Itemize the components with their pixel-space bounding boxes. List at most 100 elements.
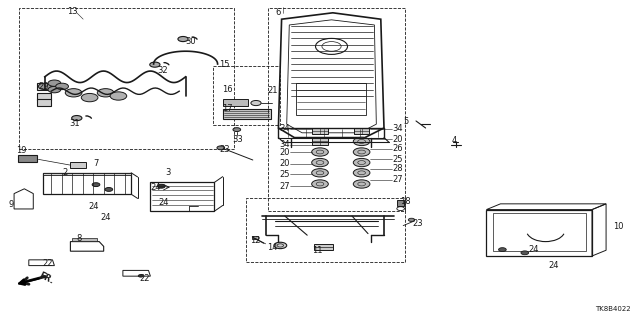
Circle shape <box>312 148 328 156</box>
Text: 27: 27 <box>392 175 403 184</box>
Text: 31: 31 <box>69 119 80 128</box>
Text: 17: 17 <box>222 104 233 113</box>
Text: 16: 16 <box>222 85 233 94</box>
Text: 18: 18 <box>400 197 411 206</box>
Circle shape <box>353 148 370 156</box>
Circle shape <box>312 169 328 177</box>
Circle shape <box>92 183 100 187</box>
Text: 34: 34 <box>279 124 290 133</box>
Circle shape <box>38 83 51 90</box>
Circle shape <box>521 251 529 255</box>
Circle shape <box>138 275 143 277</box>
Circle shape <box>48 80 61 86</box>
Circle shape <box>353 169 370 177</box>
Text: 2: 2 <box>63 168 68 177</box>
Text: 32: 32 <box>157 66 168 75</box>
Circle shape <box>97 89 114 97</box>
Circle shape <box>274 242 287 249</box>
Bar <box>354 128 369 134</box>
Bar <box>312 138 328 145</box>
Bar <box>72 238 97 241</box>
Circle shape <box>499 248 506 252</box>
Text: 9: 9 <box>8 200 13 209</box>
Bar <box>213 66 280 125</box>
Text: 25: 25 <box>392 155 403 164</box>
Text: 6: 6 <box>275 8 280 17</box>
Text: 20: 20 <box>392 135 403 144</box>
Text: 24: 24 <box>88 202 99 211</box>
Circle shape <box>48 86 61 93</box>
Circle shape <box>251 100 261 106</box>
Circle shape <box>217 146 225 150</box>
Text: 24: 24 <box>150 183 161 192</box>
Circle shape <box>233 128 241 132</box>
Text: 22: 22 <box>43 260 53 268</box>
Bar <box>296 83 366 115</box>
Bar <box>19 8 234 149</box>
Bar <box>312 128 328 134</box>
Text: 15: 15 <box>219 60 229 68</box>
Circle shape <box>312 180 328 188</box>
Circle shape <box>150 62 160 67</box>
Circle shape <box>105 188 113 191</box>
Circle shape <box>408 218 415 221</box>
Text: 29: 29 <box>38 82 49 91</box>
Text: 24: 24 <box>158 198 168 207</box>
Bar <box>37 83 51 90</box>
Text: 23: 23 <box>413 219 424 228</box>
Text: 28: 28 <box>392 164 403 173</box>
Circle shape <box>65 89 82 97</box>
Text: 14: 14 <box>268 243 278 252</box>
Text: 20: 20 <box>280 148 290 157</box>
Text: 21: 21 <box>268 86 278 95</box>
Text: 7: 7 <box>93 159 98 168</box>
Text: TK8B4022: TK8B4022 <box>595 306 630 312</box>
Circle shape <box>353 137 370 146</box>
Text: 27: 27 <box>279 182 290 191</box>
Bar <box>246 198 405 262</box>
Text: 8: 8 <box>77 234 82 243</box>
Bar <box>18 155 37 162</box>
Bar <box>37 93 51 100</box>
Bar <box>314 244 333 250</box>
Text: 33: 33 <box>232 135 243 144</box>
Text: 25: 25 <box>280 170 290 179</box>
Text: 26: 26 <box>392 144 403 153</box>
Bar <box>43 173 131 175</box>
Circle shape <box>81 93 98 102</box>
Text: 20: 20 <box>280 159 290 168</box>
Circle shape <box>353 180 370 188</box>
Text: 24: 24 <box>100 213 111 222</box>
Text: 11: 11 <box>312 246 322 255</box>
Text: 22: 22 <box>140 274 150 283</box>
Text: 34: 34 <box>392 124 403 133</box>
Text: 13: 13 <box>67 7 78 16</box>
Text: 12: 12 <box>250 236 260 245</box>
Bar <box>486 210 592 256</box>
Text: 10: 10 <box>613 222 623 231</box>
Circle shape <box>312 158 328 167</box>
Circle shape <box>353 158 370 167</box>
Bar <box>397 200 404 206</box>
Circle shape <box>110 92 127 100</box>
Bar <box>493 213 586 251</box>
Circle shape <box>157 184 165 188</box>
Text: 5: 5 <box>403 117 408 126</box>
Circle shape <box>56 83 68 90</box>
Circle shape <box>72 116 82 121</box>
Bar <box>223 99 248 106</box>
Text: 34: 34 <box>279 140 290 149</box>
Text: 30: 30 <box>186 37 196 46</box>
Text: 24: 24 <box>528 245 538 254</box>
Text: 24: 24 <box>548 261 559 270</box>
Circle shape <box>178 36 188 42</box>
Bar <box>37 99 51 106</box>
Text: 19: 19 <box>16 146 26 155</box>
Text: 23: 23 <box>220 145 230 154</box>
Text: 4: 4 <box>451 136 456 145</box>
Text: 3: 3 <box>165 168 170 177</box>
Bar <box>252 236 258 239</box>
Bar <box>223 109 271 119</box>
Bar <box>70 162 86 168</box>
Bar <box>268 8 405 211</box>
